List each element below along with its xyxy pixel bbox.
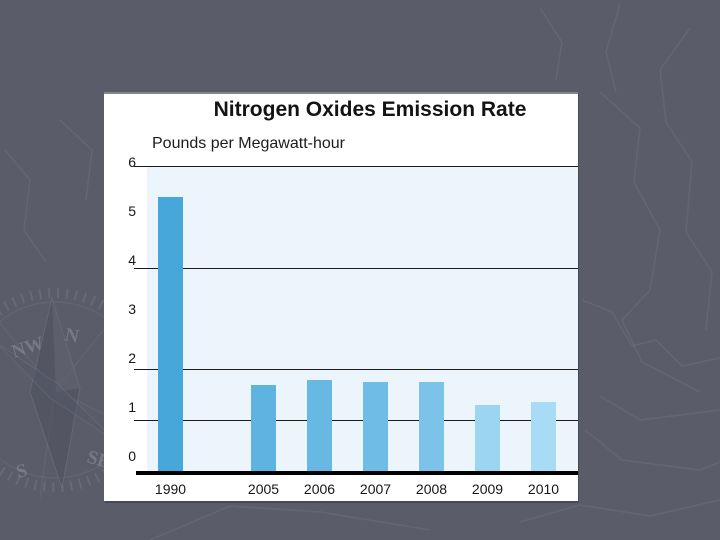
gridline-4 bbox=[134, 268, 578, 269]
y-tick-label-0: 0 bbox=[128, 448, 136, 464]
bar-2009 bbox=[475, 405, 500, 471]
x-tick-label-2006: 2006 bbox=[303, 481, 336, 497]
bar-2006 bbox=[307, 380, 332, 471]
y-tick-label-6: 6 bbox=[128, 154, 136, 170]
gridline-6 bbox=[134, 166, 578, 167]
compass-cross-needle-icon bbox=[0, 344, 115, 441]
x-tick-label-2009: 2009 bbox=[471, 481, 504, 497]
chart-title: Nitrogen Oxides Emission Rate bbox=[213, 98, 527, 121]
chart-subtitle: Pounds per Megawatt-hour bbox=[152, 135, 345, 152]
compass-label-nw: NW bbox=[9, 333, 47, 363]
compass-needle-icon bbox=[29, 296, 81, 489]
y-tick-label-3: 3 bbox=[128, 301, 136, 317]
plot-area bbox=[147, 166, 578, 475]
x-tick-label-2008: 2008 bbox=[415, 481, 448, 497]
x-tick-label-2005: 2005 bbox=[247, 481, 280, 497]
gridline-2 bbox=[134, 369, 578, 370]
y-tick-label-4: 4 bbox=[128, 252, 136, 268]
bar-2010 bbox=[531, 402, 556, 471]
y-tick-label-1: 1 bbox=[128, 399, 136, 415]
bar-1990 bbox=[158, 197, 183, 471]
x-tick-label-2007: 2007 bbox=[359, 481, 392, 497]
x-axis-line bbox=[136, 471, 578, 475]
bar-2008 bbox=[419, 382, 444, 471]
bar-2007 bbox=[363, 382, 388, 471]
gridline-1 bbox=[134, 420, 578, 421]
y-tick-label-5: 5 bbox=[128, 203, 136, 219]
compass-label-s: S bbox=[14, 460, 29, 483]
emission-rate-chart: Nitrogen Oxides Emission Rate Pounds per… bbox=[104, 92, 578, 501]
x-tick-label-2010: 2010 bbox=[527, 481, 560, 497]
y-tick-label-2: 2 bbox=[128, 350, 136, 366]
x-tick-label-1990: 1990 bbox=[154, 481, 187, 497]
bar-2005 bbox=[251, 385, 276, 471]
compass-label-n: N bbox=[63, 324, 81, 347]
